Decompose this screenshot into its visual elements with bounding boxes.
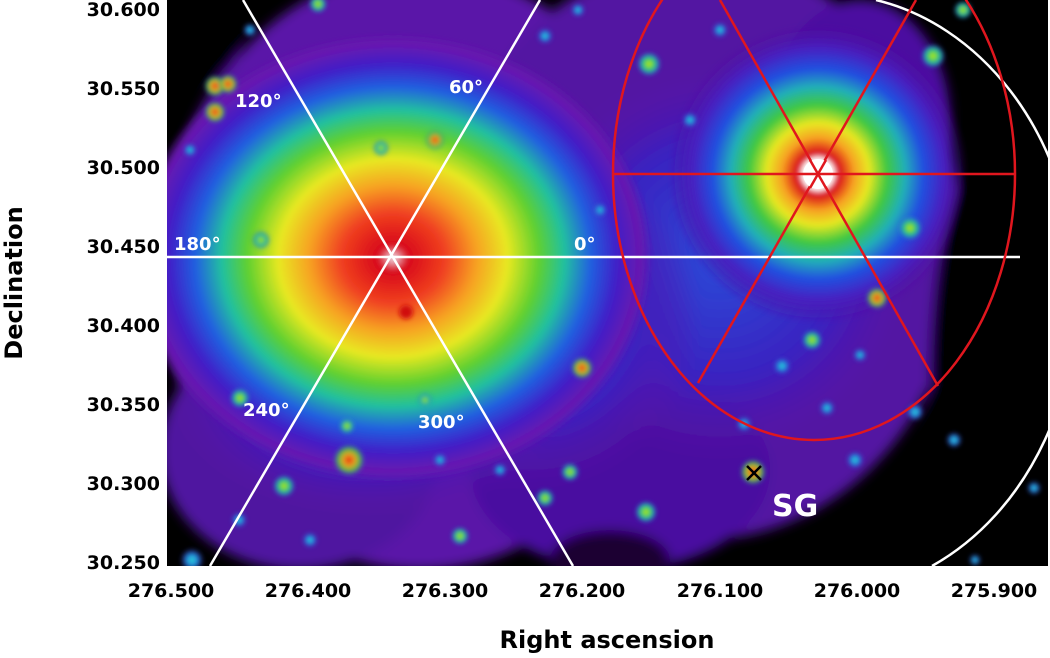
y-tick-label: 30.400 <box>87 315 160 337</box>
red-core-spokes <box>803 159 833 189</box>
y-axis-ticks: 30.600 30.550 30.500 30.450 30.400 30.35… <box>87 0 160 574</box>
sector-line-120-300 <box>241 0 575 566</box>
x-tick-label: 276.100 <box>677 580 764 602</box>
angle-label-180: 180° <box>174 234 221 255</box>
x-tick-label: 276.000 <box>814 580 901 602</box>
angle-label-240: 240° <box>243 400 290 421</box>
white-sector-lines <box>167 0 1048 566</box>
y-tick-label: 30.450 <box>87 236 160 258</box>
red-line-120-300 <box>718 0 940 387</box>
x-axis-title: Right ascension <box>500 626 715 654</box>
angle-label-60: 60° <box>449 77 483 98</box>
x-tick-label: 276.500 <box>128 580 215 602</box>
sg-label: SG <box>772 489 818 524</box>
y-tick-label: 30.600 <box>87 0 160 21</box>
y-tick-label: 30.300 <box>87 473 160 495</box>
outer-arc <box>875 0 1048 566</box>
x-tick-label: 276.200 <box>539 580 626 602</box>
y-tick-label: 30.250 <box>87 552 160 574</box>
sky-image: 0° 60° 120° 180° 240° 300° SG <box>167 0 1048 566</box>
angle-label-120: 120° <box>235 91 282 112</box>
angle-label-0: 0° <box>574 234 596 255</box>
x-tick-label: 276.300 <box>402 580 489 602</box>
y-tick-label: 30.500 <box>87 157 160 179</box>
x-tick-label: 276.400 <box>265 580 352 602</box>
sector-line-60-240 <box>208 0 542 566</box>
y-axis-title: Declination <box>0 206 28 359</box>
sg-source-marker <box>746 465 762 481</box>
y-tick-label: 30.350 <box>87 394 160 416</box>
x-tick-label: 275.900 <box>951 580 1038 602</box>
red-line-60-240 <box>696 0 918 384</box>
angle-label-300: 300° <box>418 412 465 433</box>
x-axis-ticks: 276.500 276.400 276.300 276.200 276.100 … <box>128 580 1038 602</box>
y-tick-label: 30.550 <box>87 78 160 100</box>
